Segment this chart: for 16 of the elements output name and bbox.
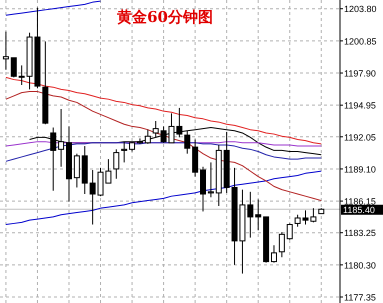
ref-line-label: 1185.40 bbox=[343, 204, 375, 215]
y-tick-label: 1194.95 bbox=[344, 100, 376, 111]
y-tick-label: 1200.85 bbox=[344, 36, 377, 46]
y-tick-label: 1183.25 bbox=[344, 228, 376, 238]
y-tick-label: 1203.80 bbox=[344, 4, 377, 14]
y-tick-label: 1197.90 bbox=[344, 68, 376, 79]
line-series bbox=[5, 91, 322, 202]
y-tick-label: 1189.10 bbox=[344, 164, 376, 174]
line-series bbox=[5, 0, 102, 16]
y-tick-label: 1192.05 bbox=[344, 132, 376, 142]
line-series bbox=[5, 76, 322, 144]
y-tick-label: 1180.30 bbox=[344, 260, 376, 270]
y-tick-label: 1186.15 bbox=[344, 196, 376, 207]
text: 黄金60分钟图 bbox=[116, 8, 213, 26]
y-tick-label: 1177.35 bbox=[344, 292, 376, 303]
line-series bbox=[5, 170, 322, 226]
